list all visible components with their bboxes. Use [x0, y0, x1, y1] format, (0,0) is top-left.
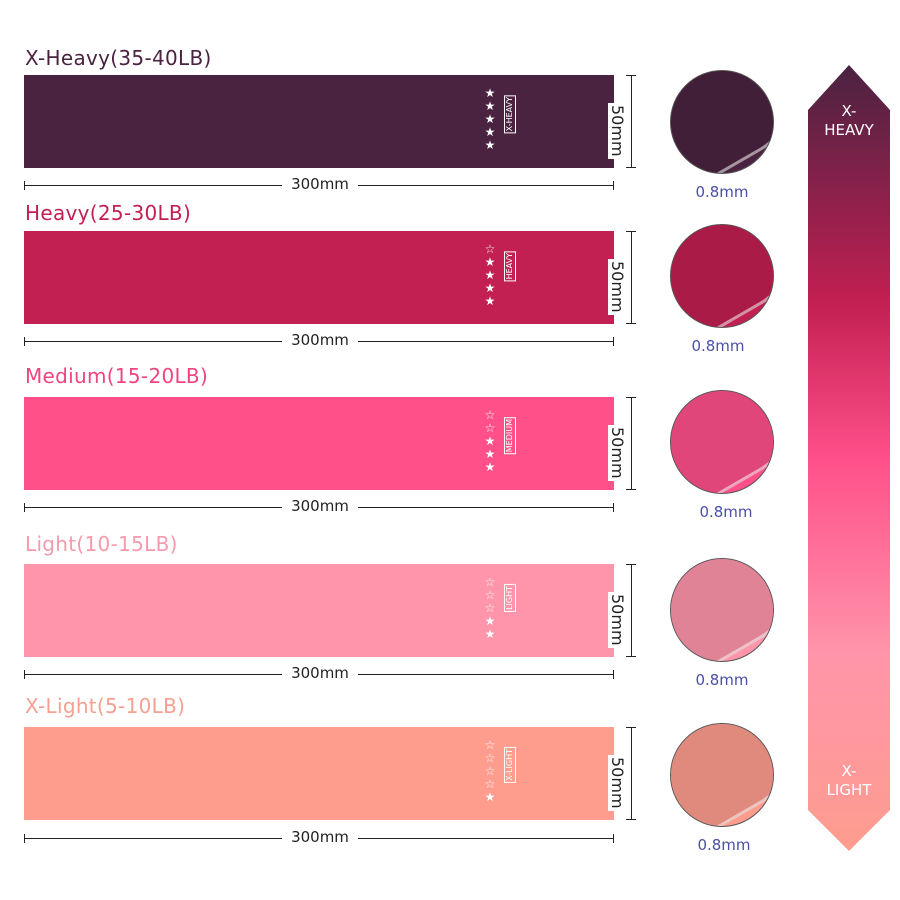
scale-top-label-line1: X- — [841, 102, 857, 120]
star-outline-icon: ☆ — [484, 575, 496, 589]
strength-stars: ★ ★ ★ ★ ★ — [484, 87, 496, 152]
scale-top-label-line2: HEAVY — [824, 121, 874, 139]
star-outline-icon: ☆ — [484, 408, 496, 422]
scale-bottom-label-line2: LIGHT — [826, 781, 872, 799]
star-filled-icon: ★ — [484, 86, 496, 100]
band-tag: HEAVY — [504, 251, 516, 282]
band-bar: ☆ ★ ★ ★ ★ HEAVY — [24, 231, 614, 324]
star-filled-icon: ★ — [484, 434, 496, 448]
width-label: 50mm — [608, 425, 627, 481]
band-tag: X-LIGHT — [504, 747, 516, 783]
star-filled-icon: ★ — [484, 294, 496, 308]
thickness-label: 0.8mm — [699, 503, 753, 521]
star-filled-icon: ★ — [484, 790, 496, 804]
band-bar: ★ ★ ★ ★ ★ X-HEAVY — [24, 75, 614, 168]
star-filled-icon: ★ — [484, 138, 496, 152]
resistance-scale-arrow: X- HEAVY X- LIGHT — [808, 65, 890, 851]
scale-bottom-label: X- LIGHT — [808, 762, 890, 800]
thickness-closeup — [670, 723, 774, 827]
star-filled-icon: ★ — [484, 125, 496, 139]
band-title: X-Light(5-10LB) — [25, 694, 186, 718]
band-bar: ☆ ☆ ☆ ★ ★ LIGHT — [24, 564, 614, 657]
width-dimension: 50mm — [608, 397, 642, 490]
star-outline-icon: ☆ — [484, 751, 496, 765]
width-label: 50mm — [608, 592, 627, 648]
band-title: Medium(15-20LB) — [25, 364, 209, 388]
thickness-label: 0.8mm — [695, 671, 749, 689]
width-label: 50mm — [608, 755, 627, 811]
width-dimension: 50mm — [608, 727, 642, 820]
star-outline-icon: ☆ — [484, 588, 496, 602]
band-tag: MEDIUM — [504, 417, 516, 455]
band-bar: ☆ ☆ ☆ ☆ ★ X-LIGHT — [24, 727, 614, 820]
star-outline-icon: ☆ — [484, 242, 496, 256]
strength-stars: ☆ ☆ ★ ★ ★ — [484, 409, 496, 474]
scale-top-label: X- HEAVY — [808, 102, 890, 140]
strength-stars: ☆ ☆ ☆ ☆ ★ — [484, 739, 496, 804]
star-outline-icon: ☆ — [484, 738, 496, 752]
width-label: 50mm — [608, 103, 627, 159]
band-bar: ☆ ☆ ★ ★ ★ MEDIUM — [24, 397, 614, 490]
width-dimension: 50mm — [608, 564, 642, 657]
star-filled-icon: ★ — [484, 627, 496, 641]
band-title: X-Heavy(35-40LB) — [25, 46, 212, 70]
band-tag: LIGHT — [504, 584, 516, 612]
star-filled-icon: ★ — [484, 614, 496, 628]
length-label: 300mm — [282, 497, 358, 515]
star-outline-icon: ☆ — [484, 777, 496, 791]
star-filled-icon: ★ — [484, 255, 496, 269]
thickness-closeup — [670, 558, 774, 662]
scale-arrow-shape — [808, 65, 890, 851]
star-outline-icon: ☆ — [484, 421, 496, 435]
width-dimension: 50mm — [608, 75, 642, 168]
thickness-label: 0.8mm — [691, 337, 745, 355]
band-title: Light(10-15LB) — [25, 532, 178, 556]
star-outline-icon: ☆ — [484, 601, 496, 615]
star-filled-icon: ★ — [484, 281, 496, 295]
length-label: 300mm — [282, 331, 358, 349]
band-tag: X-HEAVY — [504, 95, 516, 134]
thickness-label: 0.8mm — [695, 183, 749, 201]
star-filled-icon: ★ — [484, 99, 496, 113]
width-dimension: 50mm — [608, 231, 642, 324]
length-label: 300mm — [282, 175, 358, 193]
thickness-closeup — [670, 70, 774, 174]
strength-stars: ☆ ★ ★ ★ ★ — [484, 243, 496, 308]
star-outline-icon: ☆ — [484, 764, 496, 778]
thickness-closeup — [670, 390, 774, 494]
length-label: 300mm — [282, 828, 358, 846]
band-title: Heavy(25-30LB) — [25, 201, 192, 225]
width-label: 50mm — [608, 259, 627, 315]
star-filled-icon: ★ — [484, 268, 496, 282]
star-filled-icon: ★ — [484, 447, 496, 461]
length-label: 300mm — [282, 664, 358, 682]
thickness-label: 0.8mm — [697, 836, 751, 854]
scale-bottom-label-line1: X- — [841, 762, 857, 780]
star-filled-icon: ★ — [484, 460, 496, 474]
strength-stars: ☆ ☆ ☆ ★ ★ — [484, 576, 496, 641]
star-filled-icon: ★ — [484, 112, 496, 126]
thickness-closeup — [670, 224, 774, 328]
